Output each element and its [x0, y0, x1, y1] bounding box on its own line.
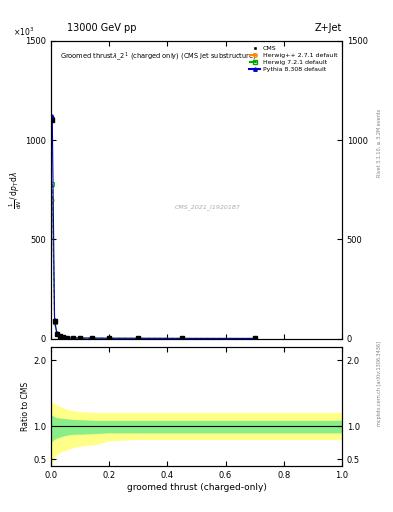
Text: Rivet 3.1.10, ≥ 3.2M events: Rivet 3.1.10, ≥ 3.2M events	[377, 109, 382, 178]
Y-axis label: Ratio to CMS: Ratio to CMS	[21, 382, 30, 431]
Legend: CMS, Herwig++ 2.7.1 default, Herwig 7.2.1 default, Pythia 8.308 default: CMS, Herwig++ 2.7.1 default, Herwig 7.2.…	[248, 44, 339, 74]
X-axis label: groomed thrust (charged-only): groomed thrust (charged-only)	[127, 482, 266, 492]
Text: 13000 GeV pp: 13000 GeV pp	[67, 23, 136, 33]
Text: Z+Jet: Z+Jet	[314, 23, 342, 33]
Text: $\times10^3$: $\times10^3$	[13, 26, 35, 38]
Text: mcplots.cern.ch [arXiv:1306.3436]: mcplots.cern.ch [arXiv:1306.3436]	[377, 342, 382, 426]
Text: Groomed thrust$\lambda\_2^{\,1}$ (charged only) (CMS jet substructure): Groomed thrust$\lambda\_2^{\,1}$ (charge…	[60, 50, 256, 62]
Text: CMS_2021_I1920187: CMS_2021_I1920187	[175, 205, 241, 210]
Y-axis label: $\frac{1}{\mathrm{d}N}\,/\,\mathrm{d}p_T\,\mathrm{d}\lambda$: $\frac{1}{\mathrm{d}N}\,/\,\mathrm{d}p_T…	[7, 170, 24, 209]
